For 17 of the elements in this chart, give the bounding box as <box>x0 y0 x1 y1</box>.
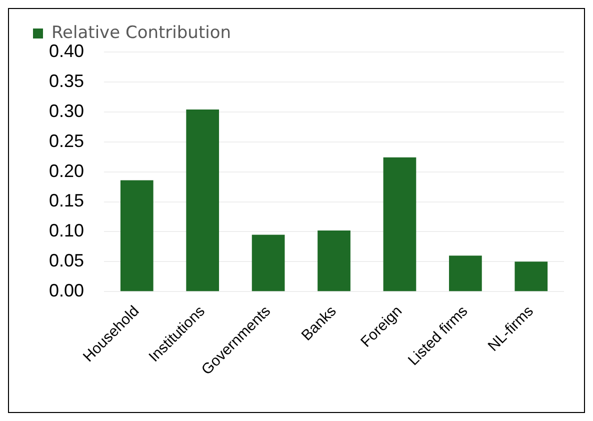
bar <box>318 230 350 292</box>
bar <box>383 157 416 292</box>
legend-label: Relative Contribution <box>52 22 232 43</box>
y-tick-label: 0.35 <box>48 70 84 91</box>
bar <box>449 256 482 292</box>
y-tick-label: 0.00 <box>48 280 84 301</box>
y-tick-label: 0.15 <box>48 190 84 211</box>
bar <box>120 180 154 292</box>
y-tick-label: 0.40 <box>48 40 84 61</box>
y-tick-label: 0.25 <box>48 130 84 151</box>
bar <box>252 234 285 292</box>
y-tick-label: 0.30 <box>48 100 84 121</box>
y-tick-label: 0.05 <box>48 250 84 271</box>
y-tick-label: 0.10 <box>48 220 84 241</box>
bar <box>186 110 220 292</box>
bar <box>514 262 548 292</box>
y-tick-label: 0.20 <box>48 160 84 181</box>
